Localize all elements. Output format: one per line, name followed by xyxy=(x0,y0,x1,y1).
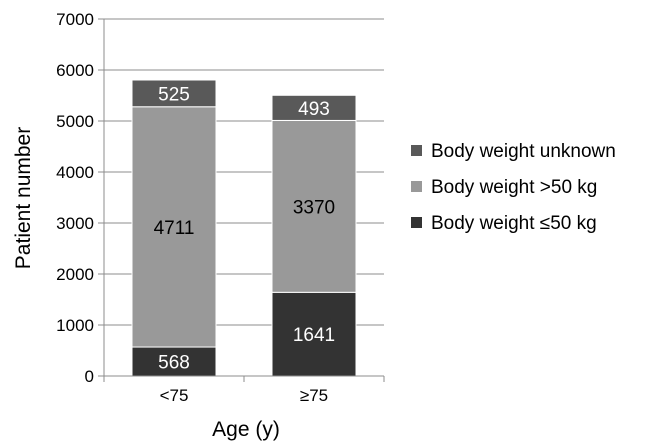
legend-swatch xyxy=(411,145,422,156)
x-tick-label: <75 xyxy=(160,386,189,405)
data-label: 3370 xyxy=(293,197,335,218)
bar-segment xyxy=(271,119,357,293)
x-tick-label: ≥75 xyxy=(300,386,328,405)
legend: Body weight unknown Body weight >50 kg Bod… xyxy=(411,141,616,234)
bar-segment xyxy=(271,291,357,377)
x-axis-title: Age (y) xyxy=(212,418,280,441)
data-label: 525 xyxy=(158,84,190,105)
bar-segment xyxy=(271,94,357,121)
y-tick-label: 7000 xyxy=(56,10,94,29)
data-label: 568 xyxy=(158,353,190,374)
data-label: 1641 xyxy=(293,325,335,346)
legend-swatch xyxy=(411,181,422,192)
y-tick-label: 4000 xyxy=(56,163,94,182)
y-tick-label: 6000 xyxy=(56,61,94,80)
y-tick-label: 5000 xyxy=(56,112,94,131)
legend-label: Body weight ≤50 kg xyxy=(431,213,597,234)
y-tick-label: 1000 xyxy=(56,316,94,335)
bars: 568 4711 525 1641 3370 493 xyxy=(131,79,357,377)
y-axis-title: Patient number xyxy=(12,127,35,269)
data-label: 4711 xyxy=(154,218,195,239)
y-tick-label: 3000 xyxy=(56,214,94,233)
legend-swatch xyxy=(411,217,422,228)
bar-segment xyxy=(131,106,217,348)
axes: 0 1000 2000 3000 4000 5000 6000 7000 <75 ≥75 xyxy=(56,10,385,405)
bar-segment xyxy=(131,79,217,108)
y-tick-label: 0 xyxy=(85,367,94,386)
legend-label: Body weight >50 kg xyxy=(431,177,597,198)
y-tick-label: 2000 xyxy=(56,265,94,284)
legend-label: Body weight unknown xyxy=(431,141,616,162)
data-label: 493 xyxy=(298,99,330,120)
